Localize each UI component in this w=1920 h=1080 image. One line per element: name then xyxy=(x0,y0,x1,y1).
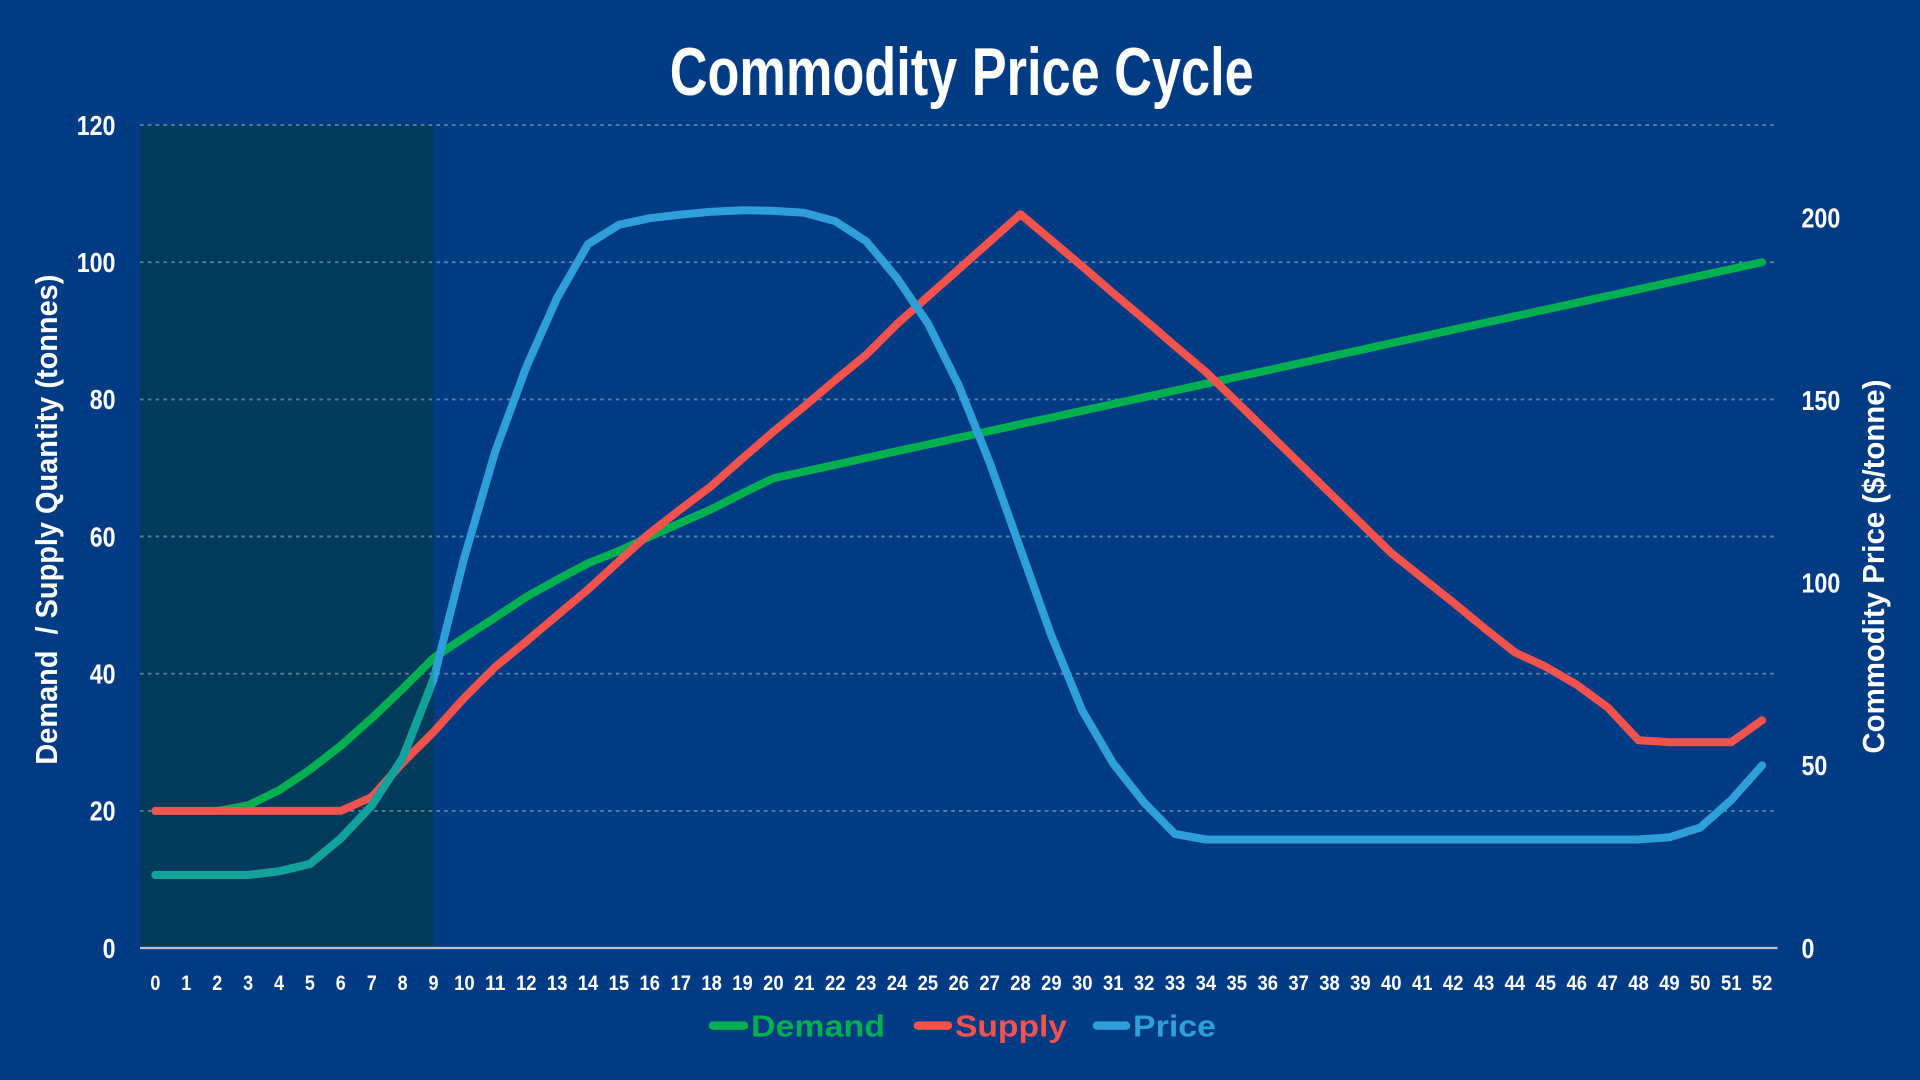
svg-text:42: 42 xyxy=(1443,972,1464,995)
svg-text:16: 16 xyxy=(640,972,661,995)
svg-text:60: 60 xyxy=(90,521,116,552)
svg-text:25: 25 xyxy=(918,972,939,995)
svg-text:50: 50 xyxy=(1802,750,1828,781)
svg-text:47: 47 xyxy=(1597,972,1618,995)
svg-text:10: 10 xyxy=(454,972,475,995)
svg-text:12: 12 xyxy=(516,972,537,995)
svg-text:52: 52 xyxy=(1752,972,1773,995)
svg-text:11: 11 xyxy=(485,972,506,995)
svg-text:45: 45 xyxy=(1536,972,1557,995)
svg-text:27: 27 xyxy=(979,972,1000,995)
svg-text:8: 8 xyxy=(398,972,408,995)
svg-text:13: 13 xyxy=(547,972,568,995)
svg-text:1: 1 xyxy=(181,972,191,995)
svg-text:100: 100 xyxy=(77,247,116,278)
svg-text:Supply: Supply xyxy=(955,1009,1068,1044)
svg-text:24: 24 xyxy=(887,972,908,995)
svg-text:200: 200 xyxy=(1802,202,1841,233)
svg-text:Demand: Demand xyxy=(751,1009,885,1044)
svg-text:31: 31 xyxy=(1103,972,1124,995)
svg-text:33: 33 xyxy=(1165,972,1186,995)
svg-text:43: 43 xyxy=(1474,972,1495,995)
svg-text:41: 41 xyxy=(1412,972,1433,995)
svg-text:150: 150 xyxy=(1802,385,1841,416)
svg-text:Demand / Supply Quantity (ton: Demand / Supply Quantity (tonnes) xyxy=(29,275,64,765)
svg-text:26: 26 xyxy=(949,972,970,995)
svg-text:14: 14 xyxy=(578,972,599,995)
svg-text:4: 4 xyxy=(274,972,284,995)
svg-text:39: 39 xyxy=(1350,972,1371,995)
svg-text:19: 19 xyxy=(732,972,753,995)
svg-text:15: 15 xyxy=(609,972,630,995)
svg-text:Price: Price xyxy=(1133,1009,1216,1044)
svg-text:40: 40 xyxy=(90,659,116,690)
svg-text:0: 0 xyxy=(103,933,116,964)
svg-text:Commodity Price Cycle: Commodity Price Cycle xyxy=(670,34,1254,110)
svg-text:6: 6 xyxy=(336,972,346,995)
svg-text:48: 48 xyxy=(1628,972,1649,995)
svg-text:0: 0 xyxy=(1802,933,1815,964)
svg-text:40: 40 xyxy=(1381,972,1402,995)
svg-text:7: 7 xyxy=(367,972,377,995)
svg-text:22: 22 xyxy=(825,972,846,995)
svg-text:23: 23 xyxy=(856,972,877,995)
svg-text:18: 18 xyxy=(701,972,722,995)
svg-text:46: 46 xyxy=(1566,972,1587,995)
svg-text:36: 36 xyxy=(1257,972,1278,995)
svg-text:100: 100 xyxy=(1802,568,1841,599)
svg-text:20: 20 xyxy=(90,796,116,827)
svg-text:9: 9 xyxy=(429,972,439,995)
svg-text:3: 3 xyxy=(243,972,253,995)
svg-text:2: 2 xyxy=(212,972,222,995)
svg-text:17: 17 xyxy=(670,972,691,995)
svg-text:0: 0 xyxy=(150,972,160,995)
svg-text:28: 28 xyxy=(1010,972,1031,995)
svg-text:51: 51 xyxy=(1721,972,1742,995)
svg-text:44: 44 xyxy=(1505,972,1526,995)
svg-text:120: 120 xyxy=(77,110,116,141)
svg-text:50: 50 xyxy=(1690,972,1711,995)
svg-text:32: 32 xyxy=(1134,972,1155,995)
svg-text:29: 29 xyxy=(1041,972,1062,995)
svg-text:38: 38 xyxy=(1319,972,1340,995)
svg-text:37: 37 xyxy=(1288,972,1309,995)
svg-text:80: 80 xyxy=(90,384,116,415)
svg-text:35: 35 xyxy=(1227,972,1248,995)
svg-text:20: 20 xyxy=(763,972,784,995)
svg-text:Commodity Price ($/tonne): Commodity Price ($/tonne) xyxy=(1856,380,1891,754)
svg-text:49: 49 xyxy=(1659,972,1680,995)
svg-text:21: 21 xyxy=(794,972,815,995)
svg-text:30: 30 xyxy=(1072,972,1093,995)
svg-text:5: 5 xyxy=(305,972,315,995)
svg-text:34: 34 xyxy=(1196,972,1217,995)
